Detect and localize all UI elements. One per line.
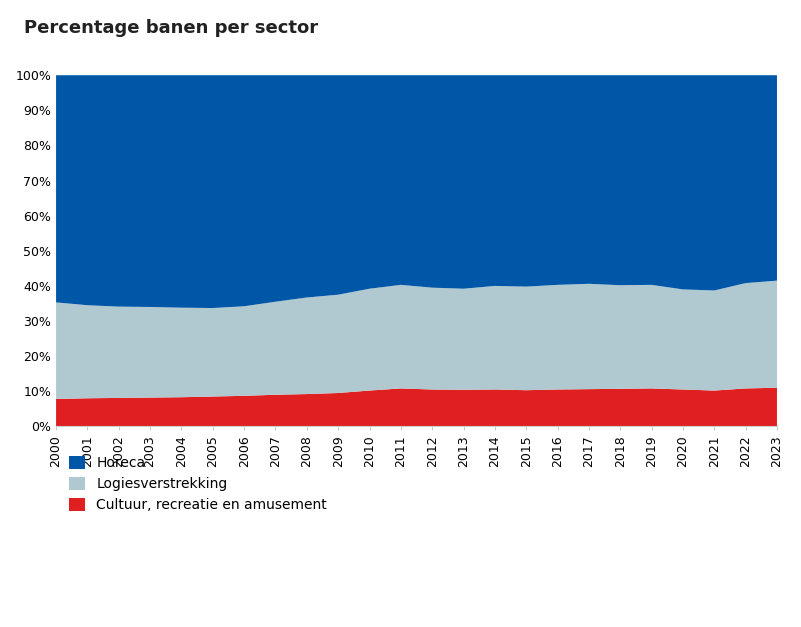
Legend: Horeca, Logiesverstrekking, Cultuur, recreatie en amusement: Horeca, Logiesverstrekking, Cultuur, rec… bbox=[63, 451, 332, 518]
Text: Percentage banen per sector: Percentage banen per sector bbox=[24, 19, 318, 37]
